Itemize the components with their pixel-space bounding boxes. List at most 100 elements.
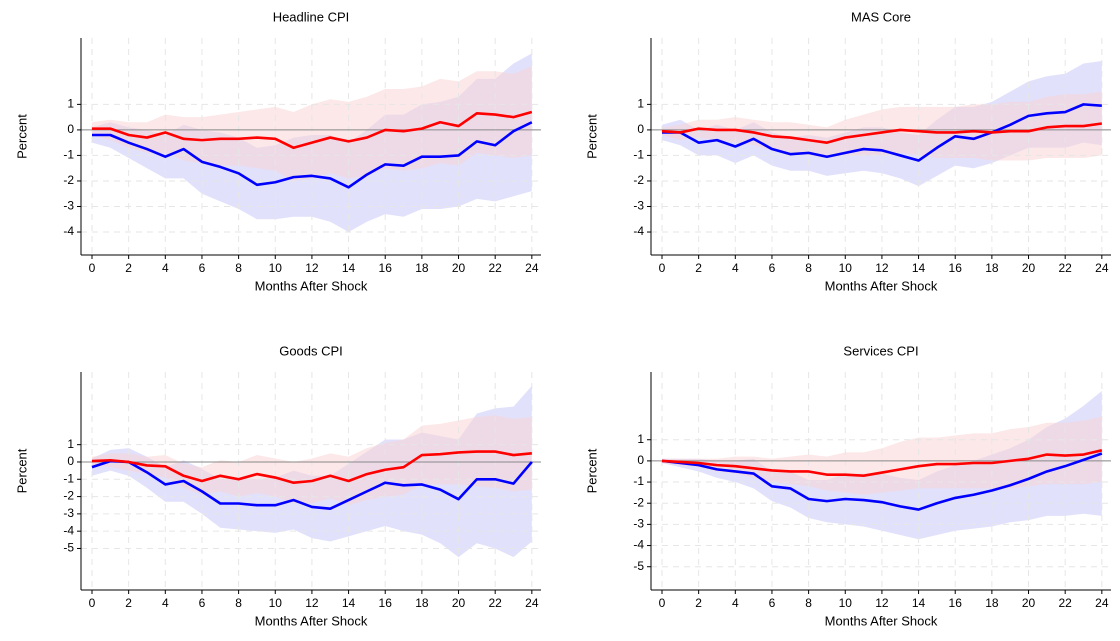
panel: 0 2 4 6 8 10 12 14 16 18 20 22 24-5-4-3-2-101Service… <box>584 343 1111 628</box>
x-tick-label: 12 <box>875 261 889 275</box>
x-tick-label: 24 <box>1095 596 1109 610</box>
x-tick-label: 2 <box>125 261 132 275</box>
chart-title: Headline CPI <box>273 9 350 24</box>
x-tick-label: 6 <box>769 261 776 275</box>
x-tick-label: 8 <box>805 596 812 610</box>
x-tick-label: 0 <box>659 261 666 275</box>
x-tick-label: 18 <box>985 596 999 610</box>
x-axis-label: Months After Shock <box>255 278 368 293</box>
y-tick-label: -1 <box>63 471 74 485</box>
x-tick-label: 0 <box>89 596 96 610</box>
x-axis-label: Months After Shock <box>825 613 938 628</box>
x-tick-label: 4 <box>732 596 739 610</box>
x-tick-label: 22 <box>489 261 503 275</box>
series-line <box>91 121 533 189</box>
x-tick-label: 16 <box>949 261 963 275</box>
x-tick-label: 10 <box>269 261 283 275</box>
x-tick-label: 14 <box>342 596 356 610</box>
x-tick-label: 2 <box>125 596 132 610</box>
y-tick-label: 0 <box>637 122 644 136</box>
x-tick-label: 24 <box>1095 261 1109 275</box>
x-axis-label: Months After Shock <box>825 278 938 293</box>
y-tick-label: 0 <box>637 453 644 467</box>
chart-title: Goods CPI <box>279 343 343 358</box>
x-tick-label: 24 <box>525 596 539 610</box>
x-tick-label: 12 <box>875 596 889 610</box>
x-tick-label: 10 <box>269 596 283 610</box>
y-axis-label: Percent <box>14 114 29 159</box>
series-line <box>91 459 533 510</box>
y-tick-label: -3 <box>633 517 644 531</box>
x-tick-label: 22 <box>1059 596 1073 610</box>
x-tick-label: 22 <box>1059 261 1073 275</box>
panel: 0 2 4 6 8 10 12 14 16 18 20 22 24-4-3-2-101Headline … <box>14 9 541 293</box>
x-tick-label: 6 <box>769 596 776 610</box>
y-tick-label: 1 <box>637 97 644 111</box>
x-tick-label: 4 <box>162 596 169 610</box>
x-tick-label: 12 <box>305 261 319 275</box>
x-tick-label: 8 <box>805 261 812 275</box>
x-tick-label: 10 <box>839 261 853 275</box>
y-tick-label: -1 <box>63 148 74 162</box>
series-line <box>91 110 533 150</box>
y-tick-label: -1 <box>633 474 644 488</box>
x-tick-label: 18 <box>415 261 429 275</box>
series-line <box>661 122 1103 144</box>
x-tick-label: 10 <box>839 596 853 610</box>
y-tick-label: -3 <box>63 506 74 520</box>
x-tick-label: 24 <box>525 261 539 275</box>
y-tick-label: -2 <box>633 173 644 187</box>
x-tick-label: 6 <box>199 261 206 275</box>
confidence-band <box>661 391 1102 540</box>
series-line <box>661 103 1102 162</box>
y-tick-label: 1 <box>67 437 74 451</box>
x-tick-label: 12 <box>305 596 319 610</box>
y-tick-label: -2 <box>633 495 644 509</box>
y-tick-label: -3 <box>63 199 74 213</box>
chart-title: Services CPI <box>843 343 918 358</box>
x-tick-label: 8 <box>235 596 242 610</box>
x-tick-label: 20 <box>452 261 466 275</box>
x-tick-label: 18 <box>415 596 429 610</box>
y-axis-label: Percent <box>584 448 599 493</box>
x-tick-label: 22 <box>489 596 503 610</box>
x-tick-label: 20 <box>452 596 466 610</box>
y-axis-label: Percent <box>584 114 599 159</box>
y-tick-label: -5 <box>633 559 644 573</box>
y-tick-label: -2 <box>63 173 74 187</box>
series-line <box>661 449 1103 478</box>
x-tick-label: 2 <box>695 261 702 275</box>
x-tick-label: 16 <box>949 596 963 610</box>
x-tick-label: 20 <box>1022 596 1036 610</box>
x-tick-label: 2 <box>695 596 702 610</box>
y-tick-label: 0 <box>67 454 74 468</box>
y-tick-label: -1 <box>633 148 644 162</box>
y-tick-label: -4 <box>633 224 644 238</box>
y-tick-label: -5 <box>63 541 74 555</box>
x-tick-label: 0 <box>89 261 96 275</box>
x-tick-label: 14 <box>912 261 926 275</box>
x-tick-label: 16 <box>379 596 393 610</box>
x-tick-label: 18 <box>985 261 999 275</box>
x-tick-label: 16 <box>379 261 393 275</box>
chart-title: MAS Core <box>851 9 911 24</box>
x-tick-label: 14 <box>912 596 926 610</box>
y-tick-label: -4 <box>63 523 74 537</box>
x-tick-label: 20 <box>1022 261 1036 275</box>
x-tick-label: 0 <box>659 596 666 610</box>
y-tick-label: -2 <box>63 489 74 503</box>
series-line <box>91 450 532 485</box>
x-tick-label: 8 <box>235 261 242 275</box>
x-axis-label: Months After Shock <box>255 613 368 628</box>
x-tick-label: 4 <box>162 261 169 275</box>
y-tick-label: 1 <box>637 432 644 446</box>
x-tick-label: 6 <box>199 596 206 610</box>
y-axis-label: Percent <box>14 448 29 493</box>
y-tick-label: 0 <box>67 122 74 136</box>
y-tick-label: 1 <box>67 97 74 111</box>
confidence-band <box>91 385 532 558</box>
x-tick-label: 4 <box>732 261 739 275</box>
